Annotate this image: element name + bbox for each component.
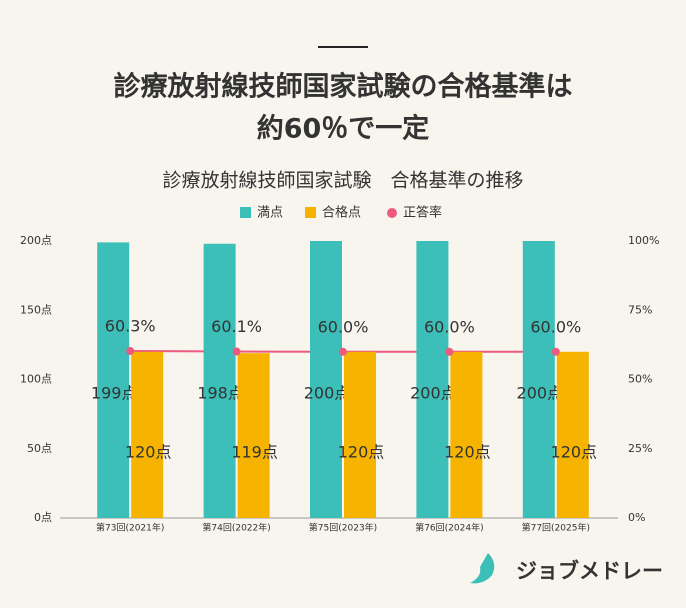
chart-title: 診療放射線技師国家試験 合格基準の推移 <box>162 170 523 192</box>
line-point <box>232 347 241 356</box>
y2-tick-label: 25% <box>628 442 652 455</box>
y-tick-label: 0点 <box>34 511 52 524</box>
value-label: 199点 <box>91 384 138 403</box>
logo: ジョブメドレー <box>470 553 663 584</box>
value-label: 200点 <box>517 384 564 403</box>
logo-icon <box>470 553 495 584</box>
page-title: 診療放射線技師国家試験の合格基準は <box>114 71 573 103</box>
bar <box>450 351 483 518</box>
y-tick-label: 50点 <box>27 442 52 455</box>
y2-tick-label: 50% <box>628 373 652 386</box>
value-label: 200点 <box>410 384 457 403</box>
page-title: 約60％で一定 <box>257 113 430 145</box>
bar <box>416 241 449 518</box>
value-label: 120点 <box>444 443 491 462</box>
value-label: 119点 <box>231 443 278 462</box>
value-label: 198点 <box>197 384 244 403</box>
value-label: 120点 <box>338 443 385 462</box>
y2-tick-label: 0% <box>628 511 645 524</box>
value-label: 200点 <box>304 384 351 403</box>
value-label: 60.0% <box>530 317 581 336</box>
bar <box>310 241 342 518</box>
legend-label: 正答率 <box>403 205 442 221</box>
bar <box>97 242 130 518</box>
x-tick-label: 第75回(2023年) <box>309 522 377 534</box>
x-tick-label: 第77回(2025年) <box>522 522 590 534</box>
line-point <box>339 347 347 356</box>
legend-swatch <box>387 208 397 218</box>
bar <box>344 351 376 518</box>
x-tick-label: 第74回(2022年) <box>202 522 270 534</box>
y2-tick-label: 100% <box>628 234 659 247</box>
value-label: 60.0% <box>424 317 475 336</box>
bar <box>556 351 589 518</box>
legend-label: 満点 <box>257 206 283 221</box>
y-tick-label: 200点 <box>20 234 52 247</box>
bar <box>237 353 270 518</box>
value-label: 60.1% <box>211 317 262 336</box>
line-point <box>551 347 560 356</box>
logo-text: ジョブメドレー <box>516 559 663 583</box>
value-label: 60.0% <box>318 317 369 336</box>
line-point <box>445 347 454 356</box>
value-label: 120点 <box>125 443 172 462</box>
y2-tick-label: 75% <box>628 303 652 316</box>
line-point <box>126 346 135 355</box>
value-label: 60.3% <box>105 316 156 335</box>
bar <box>522 241 555 518</box>
y-tick-label: 150点 <box>20 303 52 316</box>
x-tick-label: 第73回(2021年) <box>96 522 164 534</box>
value-label: 120点 <box>551 443 598 462</box>
legend-label: 合格点 <box>322 205 361 221</box>
x-tick-label: 第76回(2024年) <box>415 522 483 534</box>
legend-swatch <box>240 207 251 218</box>
legend-swatch <box>305 207 316 218</box>
bar <box>203 243 236 518</box>
bar <box>131 351 164 518</box>
y-tick-label: 100点 <box>20 373 52 386</box>
